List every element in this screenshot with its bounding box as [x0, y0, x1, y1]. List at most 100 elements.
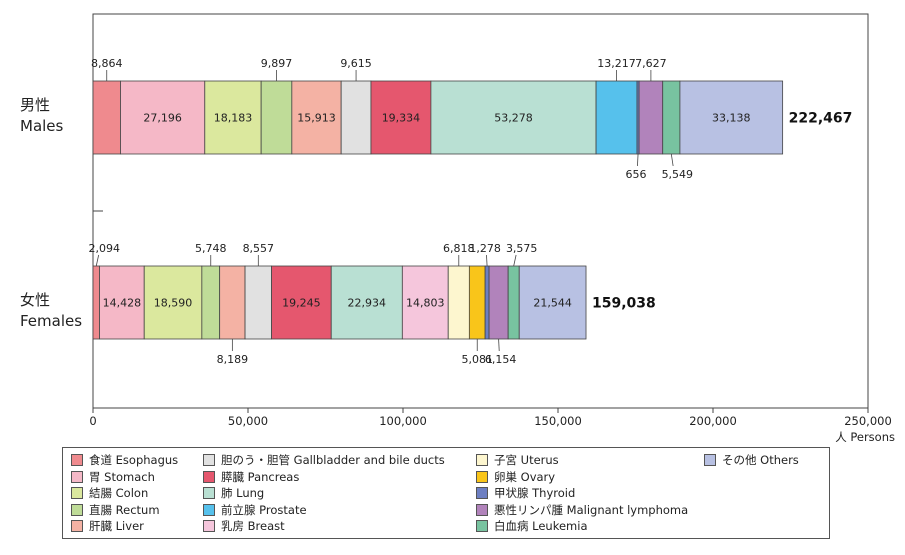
legend-label: その他 Others	[722, 453, 799, 467]
data-label-gallbladder: 8,557	[243, 242, 275, 255]
plot-frame	[92, 13, 869, 409]
data-label-lung: 22,934	[348, 297, 387, 310]
data-label-thyroid: 656	[626, 168, 647, 181]
data-label-lymphoma: 6,154	[485, 353, 517, 366]
data-label-lung: 53,278	[494, 112, 533, 125]
legend-label: 食道 Esophagus	[89, 453, 179, 467]
data-label-lymphoma: 7,627	[635, 57, 667, 70]
legend-label: 肺 Lung	[221, 486, 265, 500]
legend-swatch	[476, 503, 488, 516]
legend-swatch	[476, 487, 488, 499]
legend-item-prostate: 前立腺 Prostate	[203, 503, 307, 517]
legend-swatch	[476, 454, 488, 466]
legend-item-lung: 肺 Lung	[203, 486, 264, 500]
bar-segment-esophagus-females	[92, 265, 100, 340]
legend-swatch	[203, 470, 215, 483]
leader-line	[498, 338, 500, 352]
legend-swatch	[476, 470, 488, 483]
data-label-colon: 18,590	[154, 297, 193, 310]
category-label-males-ja: 男性	[20, 96, 51, 114]
data-label-leukemia: 5,549	[662, 168, 694, 181]
x-tick-label: 150,000	[534, 414, 582, 428]
bar-segment-pancreas-females	[271, 265, 332, 340]
legend-label: 子宮 Uterus	[494, 453, 559, 467]
bar-segment-others-females	[518, 265, 587, 340]
legend-item-esophagus: 食道 Esophagus	[71, 453, 178, 467]
legend-swatch	[476, 520, 488, 532]
legend-label: 胃 Stomach	[89, 469, 155, 484]
legend-swatch	[203, 520, 215, 532]
legend-label: 胆のう・胆管 Gallbladder and bile ducts	[221, 453, 445, 467]
bar-segment-ovary-females	[468, 265, 486, 340]
legend-item-thyroid: 甲状腺 Thyroid	[476, 486, 575, 500]
data-label-stomach: 14,428	[103, 297, 142, 310]
legend-label: 前立腺 Prostate	[221, 502, 307, 517]
leader-line	[95, 254, 100, 267]
bar-segment-pancreas-males	[370, 80, 432, 155]
x-tick-label: 250,000	[844, 414, 892, 428]
legend-item-stomach: 胃 Stomach	[71, 470, 155, 484]
legend-label: 甲状腺 Thyroid	[494, 486, 576, 500]
category-label-males-en: Males	[20, 117, 64, 135]
leader-line	[670, 153, 674, 167]
bar-segment-rectum-males	[260, 80, 293, 155]
data-label-colon: 18,183	[214, 112, 253, 125]
data-label-ovary: 5,081	[461, 353, 493, 366]
legend-item-lymphoma: 悪性リンパ腫 Malignant lymphoma	[476, 503, 688, 517]
leader-line	[513, 254, 517, 267]
data-label-breast: 14,803	[406, 297, 445, 310]
data-label-gallbladder: 9,615	[340, 57, 372, 70]
legend-item-gallbladder: 胆のう・胆管 Gallbladder and bile ducts	[203, 453, 445, 467]
category-label-females-en: Females	[20, 312, 83, 330]
data-label-liver: 8,189	[217, 353, 249, 366]
bar-segment-gallbladder-males	[340, 80, 372, 155]
legend-label: 肝臓 Liver	[89, 519, 144, 533]
data-label-liver: 15,913	[297, 112, 336, 125]
legend-swatch	[203, 487, 215, 499]
data-label-uterus: 6,818	[443, 242, 475, 255]
data-label-leukemia: 3,575	[506, 242, 538, 255]
bar-segment-lung-males	[430, 80, 597, 155]
legend-label: 悪性リンパ腫 Malignant lymphoma	[494, 502, 689, 517]
bar-segment-liver-males	[291, 80, 342, 155]
x-tick-label: 100,000	[379, 414, 427, 428]
legend-item-others: その他 Others	[704, 453, 799, 467]
data-label-esophagus: 8,864	[91, 57, 123, 70]
bar-segment-liver-females	[219, 265, 246, 340]
legend-swatch	[71, 454, 83, 466]
category-label-females-ja: 女性	[20, 291, 51, 309]
data-label-stomach: 27,196	[143, 112, 182, 125]
bar-segment-stomach-females	[99, 265, 145, 340]
bar-segment-colon-males	[204, 80, 262, 155]
data-label-rectum: 5,748	[195, 242, 227, 255]
data-label-others: 21,544	[533, 297, 572, 310]
legend-swatch	[704, 454, 716, 466]
leader-line	[637, 153, 639, 167]
x-tick-label: 200,000	[689, 414, 737, 428]
bar-segment-stomach-males	[120, 80, 206, 155]
bar-segment-lung-females	[330, 265, 403, 340]
x-tick-label: 0	[89, 414, 96, 428]
data-label-rectum: 9,897	[261, 57, 293, 70]
legend-item-breast: 乳房 Breast	[203, 519, 285, 533]
bar-segment-uterus-females	[447, 265, 470, 340]
legend: 食道 Esophagus 胃 Stomach 結腸 Colon 直腸 Rectum 肝臓…	[62, 447, 830, 539]
legend-swatch	[203, 454, 215, 466]
total-label-males: 222,467	[789, 111, 853, 127]
legend-label: 乳房 Breast	[221, 519, 285, 533]
bar-segment-others-males	[679, 80, 784, 155]
legend-swatch	[71, 487, 83, 499]
legend-item-pancreas: 膵臓 Pancreas	[203, 470, 299, 484]
legend-label: 直腸 Rectum	[89, 502, 160, 517]
bar-segment-thyroid-females	[484, 265, 490, 340]
bar-segment-breast-females	[401, 265, 449, 340]
x-tick-label: 50,000	[228, 414, 268, 428]
legend-item-liver: 肝臓 Liver	[71, 519, 144, 533]
x-unit-label: 人 Persons	[835, 430, 895, 444]
data-label-pancreas: 19,245	[282, 297, 321, 310]
bar-segment-lymphoma-females	[488, 265, 509, 340]
bar-segment-leukemia-females	[507, 265, 520, 340]
legend-label: 白血病 Leukemia	[494, 519, 588, 533]
bar-segment-prostate-males	[595, 80, 638, 155]
